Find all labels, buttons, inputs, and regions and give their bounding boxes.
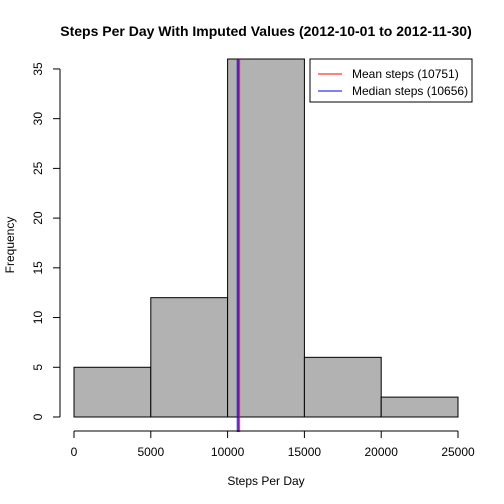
y-tick-label: 10 bbox=[31, 311, 45, 325]
y-tick-label: 0 bbox=[31, 413, 45, 420]
x-tick-label: 15000 bbox=[288, 445, 322, 459]
y-axis: 0 5 10 15 20 25 30 35 bbox=[31, 62, 61, 420]
x-tick-label: 20000 bbox=[365, 445, 399, 459]
x-tick-label: 25000 bbox=[441, 445, 475, 459]
y-axis-label: Frequency bbox=[3, 217, 17, 274]
bars-group bbox=[73, 58, 459, 418]
x-tick-label: 0 bbox=[71, 445, 78, 459]
y-tick-label: 5 bbox=[31, 364, 45, 371]
x-axis: 0 5000 10000 15000 20000 25000 bbox=[71, 430, 475, 459]
legend-label-median: Median steps (10656) bbox=[352, 84, 468, 98]
legend-box bbox=[309, 58, 473, 103]
histogram-bar bbox=[227, 58, 305, 418]
y-tick-label: 20 bbox=[31, 211, 45, 225]
x-tick-label: 5000 bbox=[137, 445, 164, 459]
histogram-bar bbox=[73, 366, 152, 418]
y-tick-label: 35 bbox=[31, 62, 45, 76]
legend: Mean steps (10751) Median steps (10656) bbox=[309, 58, 473, 103]
histogram-bar bbox=[150, 297, 229, 418]
histogram-bar bbox=[303, 356, 382, 418]
x-tick-label: 10000 bbox=[211, 445, 245, 459]
y-tick-label: 15 bbox=[31, 261, 45, 275]
y-tick-label: 30 bbox=[31, 112, 45, 126]
histogram-bar bbox=[380, 396, 459, 418]
y-tick-label: 25 bbox=[31, 161, 45, 175]
x-axis-label: Steps Per Day bbox=[227, 474, 304, 488]
reference-lines-group bbox=[236, 59, 241, 432]
legend-label-mean: Mean steps (10751) bbox=[352, 67, 459, 81]
chart-title: Steps Per Day With Imputed Values (2012-… bbox=[60, 23, 472, 39]
